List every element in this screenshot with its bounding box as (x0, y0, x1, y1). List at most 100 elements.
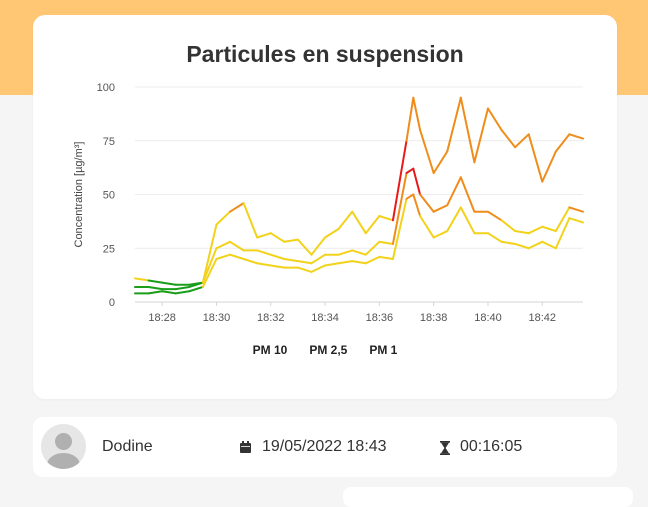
series-0-segment-23 (432, 150, 449, 174)
series-1-segment-17 (364, 240, 381, 256)
series-2-segment-4 (188, 285, 204, 293)
series-0-segment-22 (419, 129, 435, 174)
series-2-segment-5 (201, 258, 218, 288)
session-date: 19/05/2022 18:43 (262, 438, 387, 455)
series-2-segment-8 (242, 258, 259, 265)
x-tick-label-7: 18:42 (529, 312, 557, 324)
series-0-segment-0 (134, 277, 150, 282)
series-2-segment-17 (364, 255, 381, 265)
series-0-segment-13 (310, 236, 327, 256)
series-2-segment-13 (310, 264, 327, 273)
series-1-segment-3 (174, 285, 191, 291)
x-tick-label-1: 18:30 (203, 312, 231, 324)
series-1-segment-32 (554, 206, 571, 233)
series-0-segment-8 (242, 202, 259, 239)
series-1-segment-16 (351, 249, 367, 256)
series-1-segment-29 (514, 230, 530, 235)
avatar-shoulders (47, 453, 80, 469)
series-1-segment-7 (229, 240, 245, 252)
legend-item-pm25[interactable]: PM 2,5 (309, 343, 348, 357)
series-2-segment-23 (432, 230, 449, 239)
series-2-segment-32 (554, 217, 571, 250)
series-1-segment-24 (446, 176, 462, 207)
next-card-edge (343, 487, 633, 507)
series-1-segment-21 (412, 167, 422, 196)
series-2-segment-30 (527, 240, 544, 250)
series-1-segment-13 (310, 253, 327, 265)
avatar-head (55, 433, 72, 450)
series-2-segment-29 (514, 242, 530, 250)
series-1-segment-12 (296, 260, 313, 265)
series-0-segment-17 (364, 215, 381, 235)
series-1-segment-11 (283, 258, 299, 263)
series-0-segment-26 (473, 107, 489, 164)
y-axis-label: Concentration [µg/m³] (73, 142, 85, 248)
series-1-segment-25 (459, 176, 476, 213)
series-0-segment-15 (337, 210, 354, 230)
series-2-segment-7 (229, 253, 245, 260)
x-tick-label-3: 18:34 (311, 312, 339, 324)
series-2-segment-6 (215, 253, 232, 260)
session-duration: 00:16:05 (460, 438, 523, 455)
series-2-segment-9 (256, 262, 272, 267)
series-0-segment-18 (378, 215, 394, 222)
particles-line-chart: 0 25 50 75 100 18:28 18:30 18:32 18:34 18:36 18:38… (73, 82, 584, 324)
series-0-segment-7 (229, 202, 245, 213)
series-2-segment-25 (459, 206, 476, 235)
y-tick-label-4: 100 (97, 82, 115, 94)
legend-item-pm10[interactable]: PM 10 (252, 343, 288, 357)
series-2-segment-16 (351, 260, 367, 265)
series-1-segment-31 (541, 225, 557, 233)
series-0-segment-2 (161, 281, 177, 286)
series-2-segment-22 (419, 215, 435, 239)
series-0-segment-14 (324, 227, 340, 239)
y-tick-label-2: 50 (103, 190, 115, 202)
series-1-segment-20 (405, 167, 415, 174)
series-0-segment-5 (201, 223, 218, 284)
series-0-segment-21 (412, 96, 422, 131)
avatar[interactable] (41, 424, 86, 469)
y-tick-label-0: 0 (109, 297, 115, 309)
series-2-segment-20 (405, 193, 415, 200)
y-tick-label-3: 75 (103, 136, 115, 148)
series-0-segment-33 (568, 133, 584, 140)
series-1-segment-30 (527, 225, 544, 235)
series-2-segment-18 (378, 255, 394, 260)
x-tick-label-6: 18:40 (474, 312, 502, 324)
series-2-segment-12 (296, 266, 313, 273)
chart-title: Particules en suspension (186, 41, 464, 67)
series-0-segment-11 (283, 238, 299, 243)
chart-card: Particules en suspension 0 25 50 75 100 18:28… (33, 15, 617, 399)
chart-legend: PM 10 PM 2,5 PM 1 (33, 343, 617, 357)
series-1-segment-27 (486, 210, 503, 222)
x-tick-label-0: 18:28 (148, 312, 176, 324)
legend-item-pm1[interactable]: PM 1 (369, 343, 398, 357)
series-1-segment-15 (337, 249, 354, 256)
series-0-segment-12 (296, 238, 313, 256)
x-tick-label-2: 18:32 (257, 312, 285, 324)
series-2-segment-2 (161, 290, 177, 295)
series-1-segment-19 (391, 172, 408, 245)
series-2-segment-24 (446, 206, 462, 233)
series-1-segment-4 (188, 281, 204, 288)
series-1-segment-9 (256, 249, 272, 256)
hourglass-icon (440, 441, 450, 455)
series-0-segment-28 (500, 129, 517, 149)
series-2-segment-10 (269, 264, 286, 269)
series-0-segment-31 (541, 150, 557, 183)
series-0-segment-27 (486, 107, 503, 131)
series-0-segment-29 (514, 133, 530, 149)
series-0-segment-9 (256, 232, 272, 239)
series-1-segment-23 (432, 204, 449, 213)
series-2-segment-15 (337, 260, 354, 265)
series-1-segment-28 (500, 219, 517, 233)
series-2-segment-14 (324, 262, 340, 267)
series-2-segment-1 (147, 290, 164, 295)
x-tick-label-4: 18:36 (366, 312, 394, 324)
series-0-segment-25 (459, 96, 476, 164)
series-2-segment-3 (174, 290, 191, 295)
x-tick-label-5: 18:38 (420, 312, 448, 324)
user-name: Dodine (102, 438, 153, 455)
session-info-bar: Dodine 19/05/2022 18:43 00:16:05 (33, 417, 617, 477)
series-1-segment-6 (215, 240, 232, 250)
